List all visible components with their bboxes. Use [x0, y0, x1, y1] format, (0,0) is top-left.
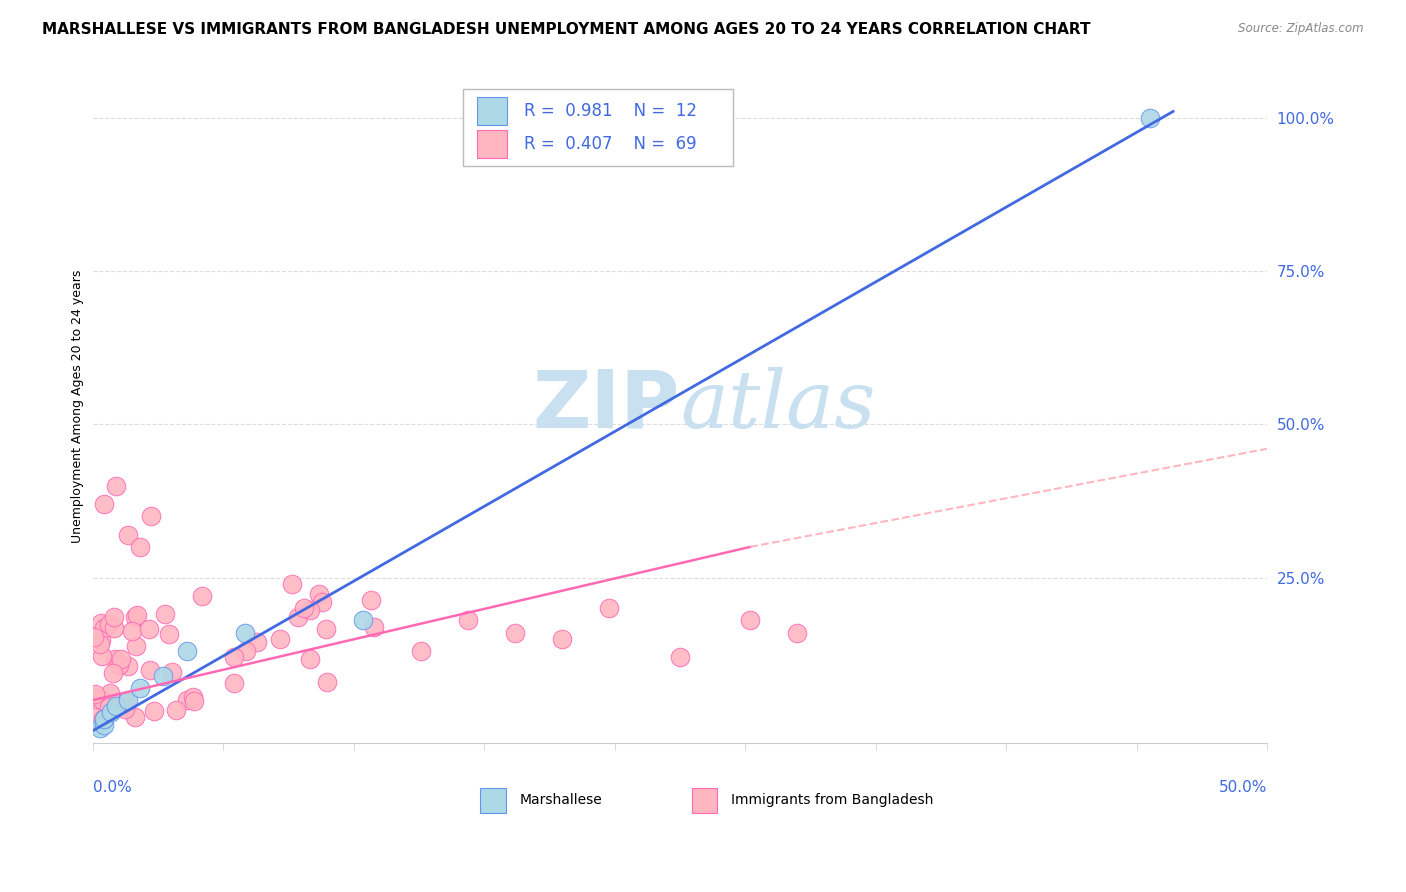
Point — [505, 625, 527, 640]
Point — [166, 702, 188, 716]
Point — [1139, 111, 1161, 125]
Point — [103, 665, 125, 680]
Point — [104, 652, 127, 666]
Text: R =  0.981    N =  12: R = 0.981 N = 12 — [523, 102, 696, 120]
Text: MARSHALLESE VS IMMIGRANTS FROM BANGLADESH UNEMPLOYMENT AMONG AGES 20 TO 24 YEARS: MARSHALLESE VS IMMIGRANTS FROM BANGLADES… — [42, 22, 1091, 37]
Text: atlas: atlas — [681, 368, 875, 444]
Point — [176, 644, 198, 658]
Point — [103, 609, 125, 624]
Bar — [477, 97, 508, 125]
Point — [299, 652, 322, 666]
Point — [308, 587, 330, 601]
Text: ZIP: ZIP — [533, 367, 681, 445]
Point — [83, 630, 105, 644]
Point — [91, 693, 114, 707]
Point — [298, 603, 321, 617]
Point — [786, 625, 808, 640]
Point — [157, 627, 180, 641]
Point — [117, 693, 139, 707]
Point — [98, 686, 121, 700]
Point — [97, 616, 120, 631]
Point — [117, 527, 139, 541]
Point — [105, 478, 128, 492]
FancyBboxPatch shape — [463, 89, 733, 166]
Point — [90, 632, 112, 647]
Point — [97, 700, 120, 714]
Point — [84, 690, 107, 704]
Point — [176, 693, 198, 707]
Point — [93, 621, 115, 635]
Point — [125, 607, 148, 622]
Point — [152, 668, 174, 682]
Bar — [479, 788, 506, 814]
Point — [160, 665, 183, 679]
Text: 0.0%: 0.0% — [93, 780, 131, 796]
Point — [281, 577, 304, 591]
Point — [740, 614, 762, 628]
Point — [352, 614, 374, 628]
Point — [222, 675, 245, 690]
Point — [91, 712, 114, 726]
Point — [124, 610, 146, 624]
Point — [235, 644, 257, 658]
Point — [115, 695, 138, 709]
Point — [363, 619, 385, 633]
Point — [89, 637, 111, 651]
Point — [93, 712, 115, 726]
Point — [103, 621, 125, 635]
Point — [222, 650, 245, 665]
Point — [105, 699, 128, 714]
Bar — [692, 788, 717, 814]
Point — [138, 622, 160, 636]
Point — [117, 659, 139, 673]
Point — [90, 615, 112, 630]
Point — [457, 614, 479, 628]
Point — [551, 632, 574, 646]
Point — [292, 601, 315, 615]
Point — [121, 624, 143, 638]
Point — [598, 601, 620, 615]
Point — [83, 710, 105, 724]
Point — [233, 625, 256, 640]
Point — [93, 717, 115, 731]
Point — [128, 540, 150, 554]
Point — [246, 635, 269, 649]
Point — [315, 622, 337, 636]
Point — [128, 681, 150, 695]
Text: Marshallese: Marshallese — [520, 794, 603, 807]
Point — [89, 721, 111, 735]
Point — [141, 509, 163, 524]
Point — [100, 706, 122, 720]
Text: 50.0%: 50.0% — [1219, 780, 1267, 796]
Y-axis label: Unemployment Among Ages 20 to 24 years: Unemployment Among Ages 20 to 24 years — [72, 269, 84, 542]
Point — [91, 648, 114, 663]
Bar — [477, 130, 508, 158]
Point — [108, 657, 131, 672]
Point — [124, 710, 146, 724]
Point — [183, 694, 205, 708]
Point — [669, 650, 692, 665]
Point — [143, 704, 166, 718]
Point — [411, 644, 433, 658]
Point — [360, 593, 382, 607]
Point — [311, 595, 333, 609]
Point — [93, 497, 115, 511]
Point — [316, 674, 339, 689]
Point — [181, 690, 204, 704]
Point — [139, 663, 162, 677]
Point — [114, 702, 136, 716]
Text: Immigrants from Bangladesh: Immigrants from Bangladesh — [731, 794, 934, 807]
Text: Source: ZipAtlas.com: Source: ZipAtlas.com — [1239, 22, 1364, 36]
Point — [110, 652, 132, 666]
Point — [83, 688, 105, 702]
Point — [153, 607, 176, 621]
Point — [191, 590, 214, 604]
Text: R =  0.407    N =  69: R = 0.407 N = 69 — [523, 135, 696, 153]
Point — [269, 632, 291, 646]
Point — [287, 609, 309, 624]
Point — [125, 640, 148, 654]
